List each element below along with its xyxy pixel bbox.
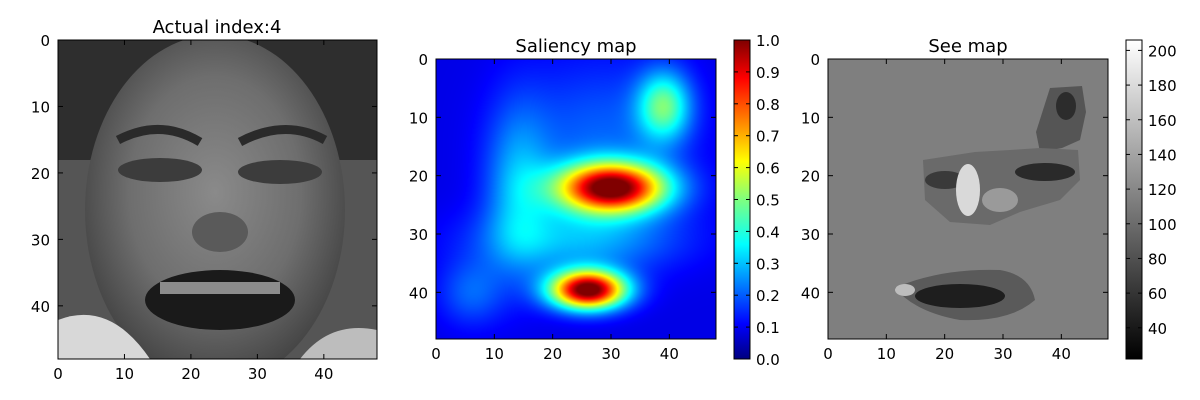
y-tick-label: 0 [418,51,428,69]
panel-face: Actual index:4 0 10 20 30 40 0 10 20 30 40 [31,17,378,383]
panel2-title: Saliency map [515,36,636,57]
y-tick-label: 20 [801,168,820,186]
saliency-colorbar-ticks: 0.0 0.1 0.2 0.3 0.4 0.5 0.6 0.7 0.8 0.9 1.0 [734,32,780,369]
colorbar-tick-label: 80 [1148,250,1167,268]
y-tick-label: 30 [31,231,50,249]
face-image [58,40,377,359]
y-tick-label: 40 [801,284,820,302]
x-tick-label: 30 [993,345,1012,363]
colorbar-tick-label: 120 [1148,181,1177,199]
colorbar-tick-label: 60 [1148,285,1167,303]
colorbar-tick-label: 40 [1148,320,1167,338]
see-map-colorbar [1125,39,1143,360]
panel1-title: Actual index:4 [153,17,282,38]
colorbar-tick-label: 0.5 [756,192,780,210]
panel2-axes: 0 10 20 30 40 0 10 20 30 40 [409,51,716,363]
colorbar-tick-label: 0.7 [756,128,780,146]
colorbar-tick-label: 0.1 [756,319,780,337]
y-tick-label: 40 [31,298,50,316]
colorbar-tick-label: 180 [1148,77,1177,95]
y-tick-label: 10 [31,98,50,116]
x-tick-label: 30 [248,365,267,383]
colorbar-tick-label: 0.4 [756,223,780,241]
colorbar-tick-label: 0.9 [756,64,780,82]
x-tick-label: 0 [53,365,63,383]
see-map-colorbar-ticks: 40 60 80 100 120 140 160 180 200 [1126,42,1177,338]
x-tick-label: 40 [314,365,333,383]
colorbar-tick-label: 0.3 [756,255,780,273]
colorbar-tick-label: 140 [1148,146,1177,164]
colorbar-tick-label: 0.6 [756,160,780,178]
y-tick-label: 40 [409,284,428,302]
y-tick-label: 10 [409,109,428,127]
x-tick-label: 40 [1052,345,1071,363]
x-tick-label: 40 [660,345,679,363]
colorbar-tick-label: 0.0 [756,351,780,369]
colorbar-tick-label: 200 [1148,42,1177,60]
y-tick-label: 0 [810,51,820,69]
x-tick-label: 10 [115,365,134,383]
x-tick-label: 10 [877,345,896,363]
colorbar-tick-label: 160 [1148,112,1177,130]
y-tick-label: 20 [31,165,50,183]
colorbar-tick-label: 0.8 [756,96,780,114]
x-tick-label: 10 [485,345,504,363]
colorbar-tick-label: 0.2 [756,287,780,305]
y-tick-label: 10 [801,109,820,127]
saliency-heatmap [436,59,716,339]
y-tick-label: 30 [409,226,428,244]
panel-see-map: See map 0 10 20 30 40 0 10 20 30 40 40 60 80 100 120 1… [801,36,1177,363]
colorbar-tick-label: 100 [1148,216,1177,234]
panel1-axes: 0 10 20 30 40 0 10 20 30 40 [31,32,377,383]
see-map-image [828,59,1108,339]
x-tick-label: 20 [935,345,954,363]
x-tick-label: 20 [543,345,562,363]
y-tick-label: 0 [40,32,50,50]
colorbar-tick-label: 1.0 [756,32,780,50]
x-tick-label: 0 [823,345,833,363]
panel3-axes: 0 10 20 30 40 0 10 20 30 40 [801,51,1108,363]
x-tick-label: 20 [181,365,200,383]
panel3-title: See map [928,36,1007,57]
y-tick-label: 20 [409,168,428,186]
x-tick-label: 30 [601,345,620,363]
y-tick-label: 30 [801,226,820,244]
x-tick-label: 0 [431,345,441,363]
